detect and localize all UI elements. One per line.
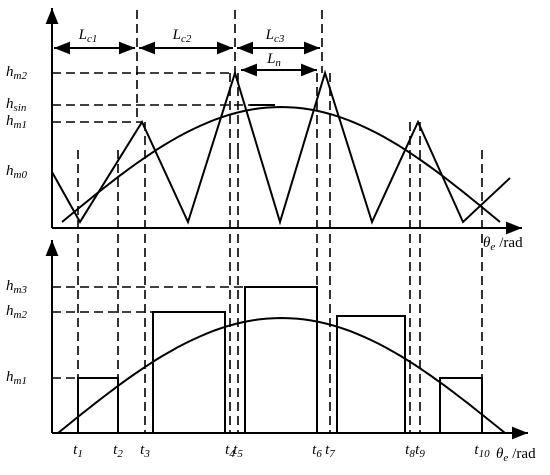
label: hsin xyxy=(6,96,27,113)
label-sub: 4 xyxy=(229,448,235,460)
label: hm0 xyxy=(6,163,27,180)
label-main: t xyxy=(474,442,479,458)
label: t5 xyxy=(233,442,243,459)
pulse xyxy=(244,286,318,433)
label-sub: m1 xyxy=(14,119,27,131)
label: hm1 xyxy=(6,113,27,130)
label: t1 xyxy=(73,442,83,459)
label: t3 xyxy=(140,442,150,459)
label-sub: m2 xyxy=(14,309,28,321)
pulse xyxy=(152,311,226,433)
label-main: h xyxy=(6,113,14,129)
label-main: L xyxy=(266,51,275,67)
label: hm2 xyxy=(6,303,27,320)
label-sub: sin xyxy=(14,102,27,114)
sine-curve xyxy=(61,105,501,223)
label-main: L xyxy=(265,27,274,43)
label: t4 xyxy=(225,442,235,459)
triangle-wave xyxy=(51,69,511,226)
label-sub: m2 xyxy=(14,70,28,82)
label: Ln xyxy=(266,51,281,68)
label-main: t xyxy=(233,442,238,458)
label-sub: c2 xyxy=(181,33,192,45)
label-sub: 5 xyxy=(237,448,243,460)
label: t2 xyxy=(113,442,123,459)
label-main: h xyxy=(6,303,14,319)
label-sub: c1 xyxy=(87,33,97,45)
label-sub: 2 xyxy=(117,448,123,460)
label-main: h xyxy=(6,64,14,80)
label-main: t xyxy=(325,442,330,458)
label-sub: n xyxy=(275,57,281,69)
label-sub: m0 xyxy=(14,169,28,181)
label-main: θ xyxy=(496,446,504,462)
label-main: t xyxy=(312,442,317,458)
label-sub: 1 xyxy=(77,448,83,460)
label-sub: 7 xyxy=(329,448,335,460)
label-sub: 8 xyxy=(409,448,415,460)
label-unit: /rad xyxy=(512,446,536,462)
label: hm1 xyxy=(6,369,27,386)
label-main: t xyxy=(405,442,410,458)
label: t6 xyxy=(312,442,322,459)
label: t8 xyxy=(405,442,415,459)
label: hm2 xyxy=(6,64,27,81)
label: t10 xyxy=(474,442,490,459)
label: t9 xyxy=(415,442,425,459)
label: Lc3 xyxy=(265,27,285,44)
label-sub: 3 xyxy=(143,448,150,460)
pulse xyxy=(336,315,406,433)
label: θe/rad xyxy=(483,235,523,252)
label-sub: m1 xyxy=(14,375,27,387)
label: Lc2 xyxy=(172,27,192,44)
label-sub: 6 xyxy=(316,448,322,460)
label-sub: e xyxy=(503,452,508,464)
label: Lc1 xyxy=(78,27,98,44)
label-main: t xyxy=(73,442,78,458)
label-main: h xyxy=(6,369,14,385)
label: θe/rad xyxy=(496,446,536,463)
label-sub: 9 xyxy=(419,448,425,460)
label-sub: 10 xyxy=(479,448,491,460)
label-main: h xyxy=(6,96,14,112)
drawing: Lc1 Lc2 Lc3Lnhm2hsinhm1hm0θe/radhm3hm2hm1t… xyxy=(6,8,536,464)
label: hm3 xyxy=(6,278,27,295)
pulse xyxy=(77,377,119,433)
label-main: h xyxy=(6,278,14,294)
label-main: t xyxy=(415,442,420,458)
label-main: θ xyxy=(483,235,491,251)
label-unit: /rad xyxy=(499,235,523,251)
label-main: t xyxy=(140,442,145,458)
label-main: h xyxy=(6,163,14,179)
label-main: L xyxy=(172,27,181,43)
label-main: t xyxy=(225,442,230,458)
label-sub: m3 xyxy=(14,284,28,296)
label-sub: c3 xyxy=(274,33,285,45)
label-main: t xyxy=(113,442,118,458)
label-sub: e xyxy=(490,241,495,253)
label: t7 xyxy=(325,442,335,459)
label-main: L xyxy=(78,27,87,43)
sine-curve xyxy=(57,316,506,434)
